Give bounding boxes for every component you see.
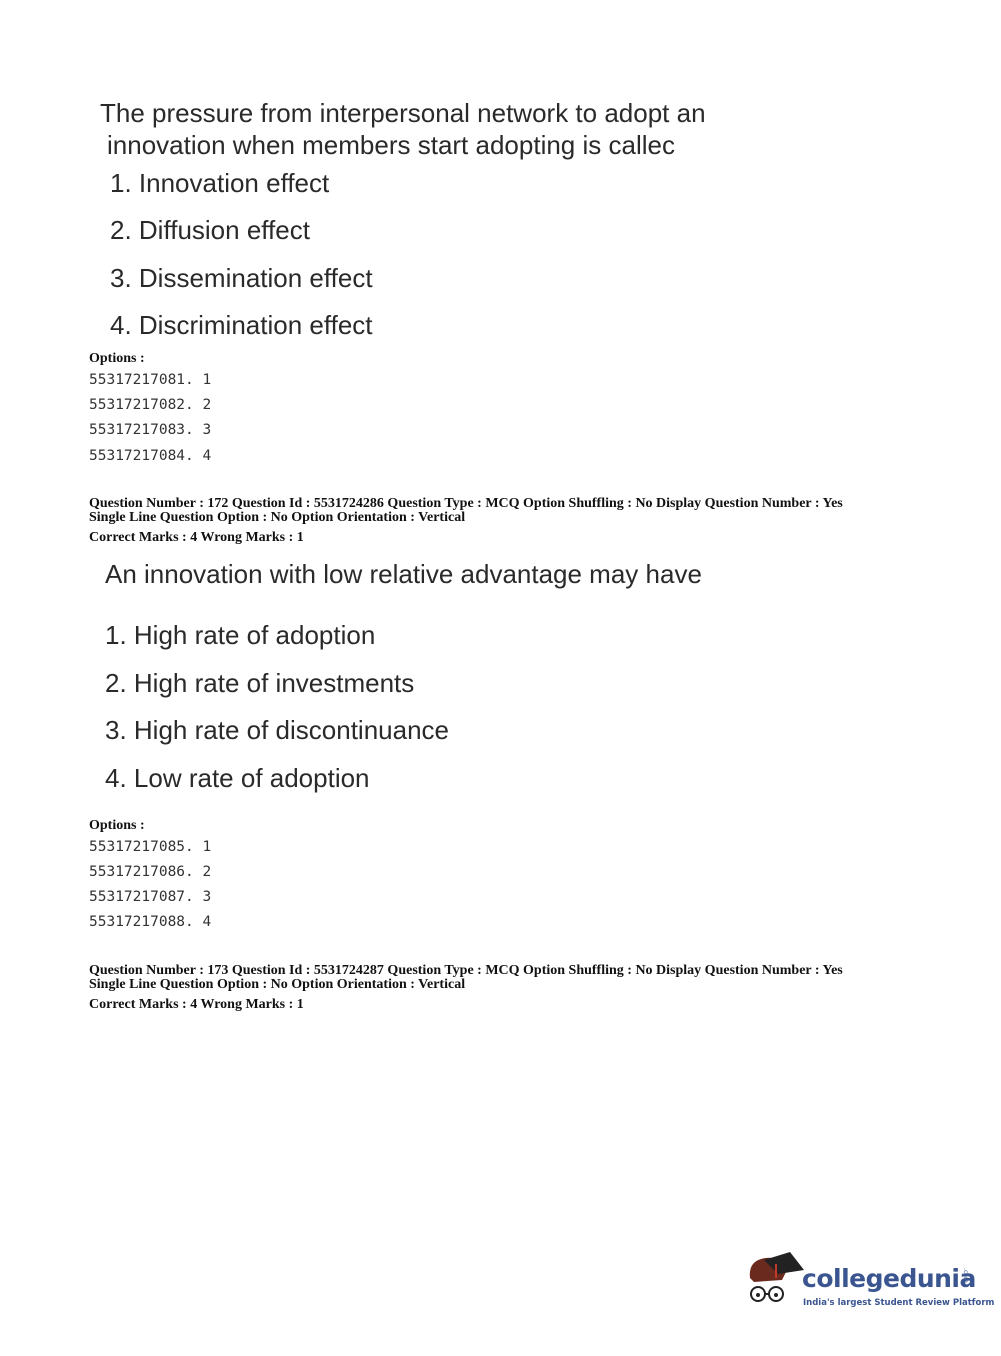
collegedunia-logo: collegedunia .com India's largest Studen… xyxy=(742,1250,994,1320)
question-meta: Single Line Question Option : No Option … xyxy=(89,977,466,992)
choice: 4. Discrimination effect xyxy=(110,310,373,340)
question-meta: Question Number : 172 Question Id : 5531… xyxy=(89,496,843,511)
question-text: An innovation with low relative advantag… xyxy=(105,559,702,589)
choice: 1. Innovation effect xyxy=(110,168,330,198)
option-id: 55317217085. 1 xyxy=(89,839,212,855)
option-id: 55317217087. 3 xyxy=(89,889,212,905)
choice: 1. High rate of adoption xyxy=(105,620,376,650)
option-id: 55317217082. 2 xyxy=(89,397,212,413)
options-label: Options : xyxy=(89,818,145,833)
question-text: innovation when members start adopting i… xyxy=(107,130,675,160)
logo-tagline: India's largest Student Review Platform xyxy=(803,1298,995,1308)
option-id: 55317217081. 1 xyxy=(89,372,212,388)
question-marks: Correct Marks : 4 Wrong Marks : 1 xyxy=(89,997,304,1012)
option-id: 55317217088. 4 xyxy=(89,914,212,930)
option-id: 55317217084. 4 xyxy=(89,448,212,464)
logo-title: collegedunia xyxy=(802,1264,976,1293)
choice: 3. Dissemination effect xyxy=(110,263,373,293)
option-id: 55317217083. 3 xyxy=(89,422,212,438)
option-id: 55317217086. 2 xyxy=(89,864,212,880)
question-text: The pressure from interpersonal network … xyxy=(100,98,706,128)
question-meta: Question Number : 173 Question Id : 5531… xyxy=(89,963,843,978)
choice: 3. High rate of discontinuance xyxy=(105,715,449,745)
logo-suffix: .com xyxy=(961,1268,969,1283)
mascot-icon xyxy=(749,1252,804,1302)
choice: 2. High rate of investments xyxy=(105,668,415,698)
options-label: Options : xyxy=(89,351,145,366)
choice: 4. Low rate of adoption xyxy=(105,763,370,793)
question-marks: Correct Marks : 4 Wrong Marks : 1 xyxy=(89,530,304,545)
choice: 2. Diffusion effect xyxy=(110,215,310,245)
question-meta: Single Line Question Option : No Option … xyxy=(89,510,466,525)
